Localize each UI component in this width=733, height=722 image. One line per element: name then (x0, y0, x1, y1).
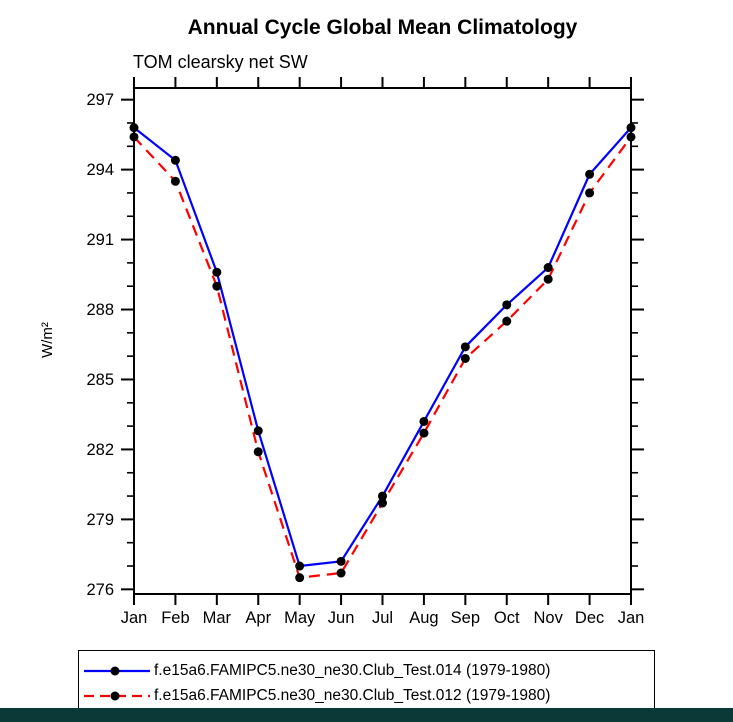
data-point-marker (129, 123, 139, 133)
data-point-marker (626, 123, 636, 133)
x-tick-label: Dec (575, 609, 604, 627)
y-tick-label: 288 (86, 301, 114, 319)
line-chart-canvas: Jan Feb Mar Apr May Jun Jul Aug Sep Oct Nov Dec Jan 2… (39, 77, 645, 627)
legend-label-test014: f.e15a6.FAMIPC5.ne30_ne30.Club_Test.014 … (154, 661, 551, 679)
x-tick-label: Mar (203, 609, 232, 627)
data-point-marker (378, 498, 387, 508)
chart-subtitle: TOM clearsky net SW (133, 52, 308, 72)
data-point-marker (502, 300, 512, 310)
legend-item-test014: f.e15a6.FAMIPC5.ne30_ne30.Club_Test.014 … (79, 658, 654, 683)
data-point-marker (543, 274, 553, 284)
y-tick-label: 294 (86, 161, 114, 179)
x-tick-label: Feb (161, 609, 189, 627)
y-tick-label: 297 (86, 91, 114, 109)
legend-box: f.e15a6.FAMIPC5.ne30_ne30.Club_Test.014 … (78, 650, 655, 713)
data-point-marker (295, 573, 305, 583)
legend-sample-marker (110, 666, 120, 675)
bottom-taskbar-strip (0, 708, 733, 722)
y-tick-label: 276 (86, 581, 114, 599)
data-point-marker (585, 188, 595, 198)
data-point-marker (460, 353, 470, 363)
legend-label-test012: f.e15a6.FAMIPC5.ne30_ne30.Club_Test.012 … (154, 686, 551, 704)
data-point-marker (460, 342, 470, 352)
data-point-marker (419, 416, 429, 426)
chart-frame (133, 87, 632, 595)
data-point-marker (336, 568, 346, 578)
y-tick-label: 291 (86, 231, 114, 249)
data-point-marker (295, 561, 305, 571)
legend-line-sample-solid (84, 666, 150, 675)
series-line-dashed (133, 136, 632, 579)
data-point-marker (129, 132, 139, 142)
data-point-marker (253, 447, 263, 457)
data-point-marker (170, 155, 180, 165)
x-tick-label: Jan (618, 609, 645, 627)
y-tick-label: 279 (86, 511, 114, 529)
data-point-marker (212, 267, 222, 277)
x-tick-label: Jul (372, 609, 393, 627)
data-point-marker (626, 132, 636, 142)
legend-line-sample-dashed (84, 691, 150, 700)
y-tick-label: 285 (86, 371, 114, 389)
data-point-marker (378, 491, 387, 501)
y-tick-label: 282 (86, 441, 114, 459)
data-point-marker (253, 426, 263, 436)
data-point-marker (336, 556, 346, 566)
x-tick-label: Oct (494, 609, 520, 627)
x-tick-label: Nov (533, 609, 563, 627)
data-point-marker (170, 176, 180, 186)
chart-title: Annual Cycle Global Mean Climatology (187, 16, 578, 39)
x-tick-label: Jan (121, 609, 148, 627)
legend-item-test012: f.e15a6.FAMIPC5.ne30_ne30.Club_Test.012 … (79, 683, 654, 708)
data-point-marker (585, 169, 595, 179)
x-tick-label: Sep (451, 609, 480, 627)
data-point-marker (212, 281, 222, 291)
x-tick-label: Apr (245, 609, 271, 627)
data-point-marker (502, 316, 512, 326)
x-tick-label: Aug (409, 609, 438, 627)
x-tick-label: Jun (328, 609, 355, 627)
x-tick-label: May (284, 609, 316, 627)
data-point-marker (543, 263, 553, 273)
y-axis-label: W/m² (39, 322, 56, 358)
legend-sample-marker (110, 691, 120, 700)
data-point-marker (419, 428, 429, 438)
